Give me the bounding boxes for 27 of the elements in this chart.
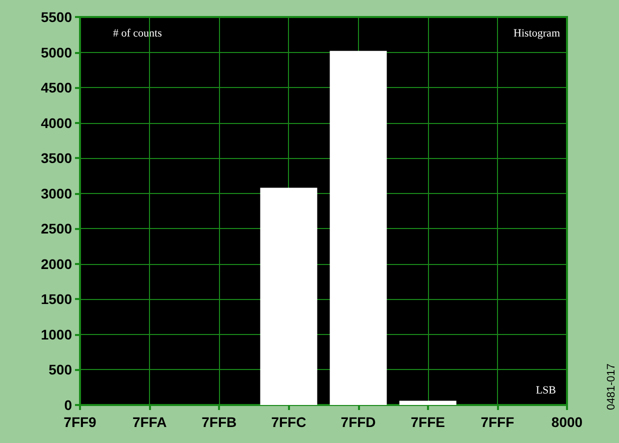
x-tick-label: 7FFD — [340, 414, 376, 430]
x-tick-label: 7FF9 — [64, 414, 97, 430]
y-tick-label: 1500 — [40, 291, 72, 308]
y-tick-label: 500 — [48, 362, 72, 378]
y-axis-title: # of counts — [113, 28, 162, 40]
bar — [399, 400, 456, 405]
y-tick-label: 0 — [64, 397, 72, 413]
bar — [260, 188, 318, 405]
y-tick-label: 5500 — [40, 9, 72, 25]
y-tick-label: 2500 — [40, 220, 72, 237]
text: Histogram — [514, 28, 560, 40]
x-tick-label: 8000 — [551, 414, 583, 430]
x-tick-label: 7FFE — [410, 414, 445, 430]
y-tick-label: 3000 — [40, 185, 72, 202]
x-tick-label: 7FFF — [480, 414, 515, 430]
bar — [330, 50, 387, 405]
y-tick-label: 4000 — [40, 114, 72, 131]
y-tick-label: 1000 — [40, 326, 72, 342]
y-tick-label: 4500 — [40, 80, 72, 96]
y-tick-label: 2000 — [40, 256, 72, 272]
x-axis-title: LSB — [536, 384, 556, 396]
y-tick-label: 5000 — [40, 44, 72, 60]
text: 0481-017 — [606, 364, 618, 410]
x-tick-label: 7FFA — [132, 414, 167, 430]
x-tick-label: 7FFC — [271, 414, 306, 430]
x-tick-label: 7FFB — [202, 414, 237, 430]
y-tick-label: 3500 — [40, 150, 72, 166]
